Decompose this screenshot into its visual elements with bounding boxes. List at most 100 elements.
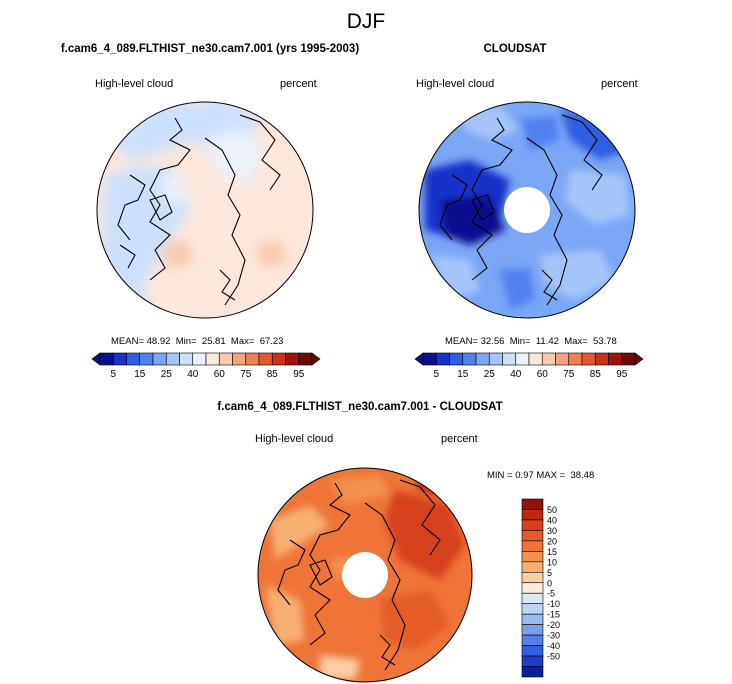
obs-min-value: 11.42 bbox=[535, 336, 559, 347]
model-polar-map bbox=[96, 101, 314, 319]
model-colorbar-swatch bbox=[232, 352, 247, 366]
diff-min-label: MIN = bbox=[487, 470, 513, 481]
obs-colorbar-swatch bbox=[435, 352, 450, 366]
diff-colorbar-tick-label: 15 bbox=[547, 547, 557, 557]
diff-colorbar-tick-label: -10 bbox=[547, 599, 560, 609]
model-colorbar-tick-label: 5 bbox=[110, 369, 116, 380]
model-colorbar-swatch bbox=[99, 352, 114, 366]
season-title: DJF bbox=[346, 10, 386, 33]
obs-colorbar-swatch bbox=[581, 352, 596, 366]
diff-variable-label: High-level cloud bbox=[255, 433, 334, 445]
model-colorbar-tick-label: 60 bbox=[214, 369, 226, 380]
obs-stats: MEAN= 32.56 Min= 11.42 Max= 53.78 bbox=[445, 336, 617, 347]
obs-colorbar-swatch bbox=[621, 352, 636, 366]
diff-panel-title: f.cam6_4_089.FLTHIST_ne30.cam7.001 - CLO… bbox=[217, 401, 503, 413]
diff-colorbar-tick-label: 5 bbox=[547, 568, 552, 578]
model-max-value: 67.23 bbox=[259, 336, 284, 347]
model-min-label: Min= bbox=[175, 336, 197, 347]
obs-map-boundary bbox=[418, 101, 636, 319]
model-colorbar-swatch bbox=[179, 352, 194, 366]
model-stats: MEAN= 48.92 Min= 25.81 Max= 67.23 bbox=[111, 336, 283, 347]
diff-colorbar-tick-label: 40 bbox=[547, 515, 557, 525]
model-colorbar-tick-label: 85 bbox=[267, 369, 279, 380]
model-colorbar-low-arrow bbox=[91, 352, 101, 366]
obs-colorbar-tick-label: 85 bbox=[590, 369, 602, 380]
diff-units-label: percent bbox=[441, 433, 478, 445]
diff-coastlines bbox=[277, 479, 441, 671]
model-colorbar-swatch bbox=[192, 352, 207, 366]
obs-mean-label: MEAN= bbox=[445, 336, 478, 347]
diff-min-value: 0.97 bbox=[515, 470, 534, 481]
obs-colorbar-tick-label: 75 bbox=[563, 369, 575, 380]
diff-colorbar-swatch bbox=[521, 634, 544, 646]
model-panel-title: f.cam6_4_089.FLTHIST_ne30.cam7.001 (yrs … bbox=[60, 43, 360, 55]
diff-colorbar-swatch bbox=[521, 540, 544, 552]
diff-colorbar-swatch bbox=[521, 498, 544, 510]
model-units-label: percent bbox=[280, 78, 317, 90]
diff-colorbar-tick-label: 20 bbox=[547, 536, 557, 546]
model-colorbar-swatch bbox=[205, 352, 220, 366]
obs-max-label: Max= bbox=[564, 336, 588, 347]
model-min-value: 25.81 bbox=[201, 336, 226, 347]
obs-units-label: percent bbox=[601, 78, 638, 90]
obs-colorbar-swatch bbox=[541, 352, 556, 366]
obs-colorbar-tick-label: 15 bbox=[457, 369, 469, 380]
obs-max-value: 53.78 bbox=[592, 336, 617, 347]
diff-colorbar-swatch bbox=[521, 613, 544, 625]
diff-colorbar-tick-label: 0 bbox=[547, 578, 552, 588]
model-colorbar-swatch bbox=[271, 352, 286, 366]
obs-polar-gap bbox=[504, 187, 550, 233]
model-colorbar-swatch bbox=[165, 352, 180, 366]
model-colorbar-swatch bbox=[139, 352, 154, 366]
diff-colorbar-swatch bbox=[521, 551, 544, 563]
diff-colorbar-swatch bbox=[521, 582, 544, 594]
diff-colorbar-tick-label: -50 bbox=[547, 652, 560, 662]
diff-colorbar-swatch bbox=[521, 509, 544, 521]
diff-colorbar-swatch bbox=[521, 592, 544, 605]
model-colorbar-tick-label: 25 bbox=[161, 369, 173, 380]
obs-colorbar-swatch bbox=[488, 352, 503, 366]
obs-colorbar-swatch bbox=[502, 352, 517, 366]
diff-colorbar-swatch bbox=[521, 645, 544, 657]
diff-colorbar-swatch bbox=[521, 624, 544, 636]
diff-max-label: MAX = bbox=[536, 470, 566, 481]
obs-colorbar: 5 15 25 40 60 75 85 95 bbox=[414, 352, 644, 380]
obs-colorbar-swatch bbox=[528, 352, 543, 366]
obs-min-label: Min= bbox=[509, 336, 531, 347]
diff-colorbar-tick-label: -5 bbox=[547, 589, 555, 599]
diff-colorbar-tick-label: 10 bbox=[547, 557, 557, 567]
diff-colorbar-tick-label: -40 bbox=[547, 641, 560, 651]
obs-panel-title: CLOUDSAT bbox=[483, 43, 547, 55]
diff-colorbar-tick-label: -20 bbox=[547, 620, 560, 630]
model-map-boundary bbox=[96, 101, 314, 319]
model-colorbar-tick-label: 40 bbox=[187, 369, 199, 380]
diff-colorbar-swatch bbox=[521, 655, 544, 667]
obs-colorbar-swatch bbox=[594, 352, 609, 366]
model-max-label: Max= bbox=[230, 336, 255, 347]
model-mean-value: 48.92 bbox=[146, 336, 171, 347]
diff-colorbar-tick-label: -15 bbox=[547, 610, 560, 620]
obs-colorbar-swatch bbox=[515, 352, 530, 366]
diff-max-value: 38.48 bbox=[570, 470, 595, 481]
diff-colorbar-swatch bbox=[521, 666, 544, 678]
obs-colorbar-low-arrow bbox=[414, 352, 424, 366]
obs-colorbar-high-arrow bbox=[634, 352, 644, 366]
diff-map-boundary bbox=[257, 467, 473, 683]
model-colorbar-swatch bbox=[218, 352, 233, 366]
model-colorbar-swatch bbox=[298, 352, 313, 366]
model-variable-label: High-level cloud bbox=[95, 78, 174, 90]
diff-colorbar-swatch bbox=[521, 530, 544, 542]
obs-colorbar-tick-label: 95 bbox=[616, 369, 628, 380]
obs-colorbar-tick-label: 25 bbox=[484, 369, 496, 380]
diff-colorbar-swatch bbox=[521, 571, 544, 584]
diff-polar-map bbox=[257, 467, 473, 683]
diff-colorbar-tick-label: 30 bbox=[547, 526, 557, 536]
obs-coastlines bbox=[439, 114, 603, 306]
obs-colorbar-swatch bbox=[422, 352, 437, 366]
obs-colorbar-swatch bbox=[608, 352, 623, 366]
obs-colorbar-tick-label: 40 bbox=[510, 369, 522, 380]
diff-stats: MIN = 0.97 MAX = 38.48 bbox=[487, 470, 594, 481]
model-colorbar-swatch bbox=[245, 352, 260, 366]
